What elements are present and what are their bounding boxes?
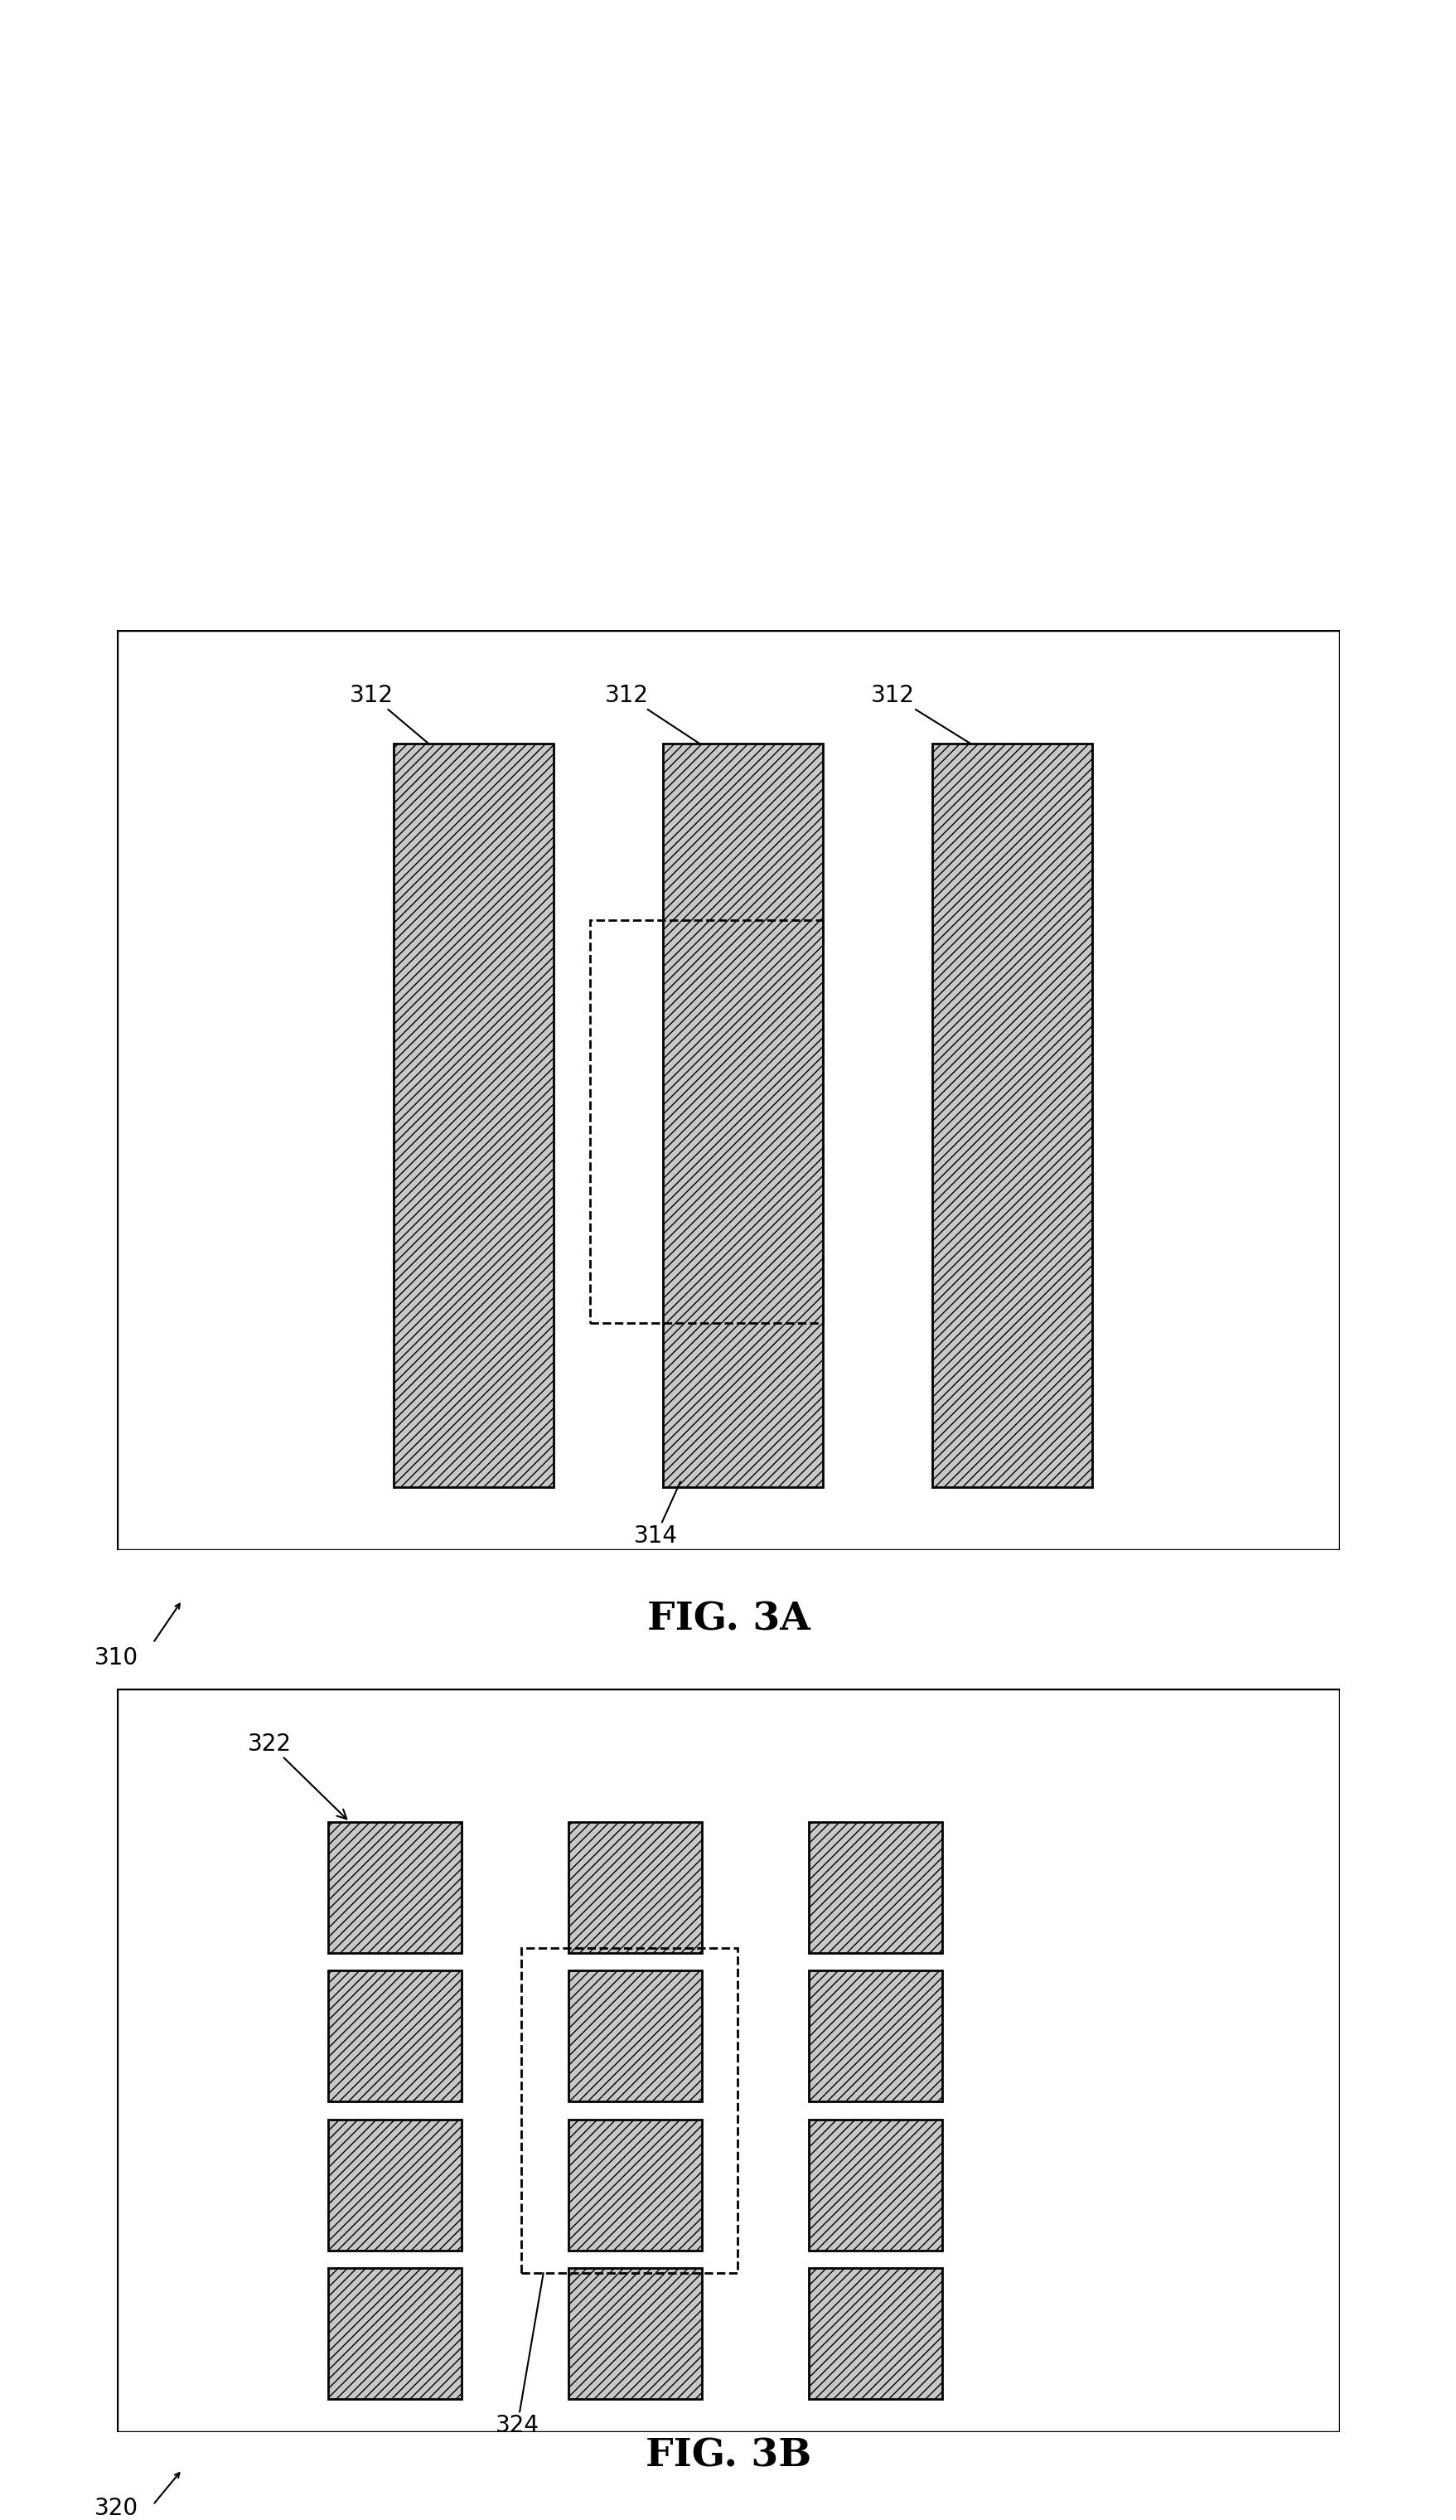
Bar <box>568 1971 702 2102</box>
Bar <box>662 743 823 1487</box>
Text: 312: 312 <box>349 683 428 743</box>
Bar <box>590 920 823 1323</box>
Text: 312: 312 <box>871 683 970 743</box>
Bar <box>808 2268 942 2399</box>
Bar <box>808 1971 942 2102</box>
Text: 320: 320 <box>95 2497 138 2520</box>
Bar <box>328 2268 462 2399</box>
Bar <box>568 2268 702 2399</box>
Bar <box>568 1822 702 1953</box>
Bar <box>808 2119 942 2250</box>
Bar <box>328 2119 462 2250</box>
Bar <box>521 1948 737 2273</box>
Bar <box>808 1822 942 1953</box>
Bar <box>932 743 1092 1487</box>
Bar <box>568 2119 702 2250</box>
Text: 314: 314 <box>633 1482 680 1547</box>
Bar <box>393 743 553 1487</box>
Bar <box>328 1822 462 1953</box>
Text: FIG. 3A: FIG. 3A <box>646 1600 810 1638</box>
Text: 324: 324 <box>495 2273 543 2437</box>
Text: FIG. 3B: FIG. 3B <box>645 2437 811 2475</box>
Text: 322: 322 <box>248 1731 347 1819</box>
Text: 310: 310 <box>95 1646 138 1671</box>
Text: 312: 312 <box>604 683 699 743</box>
Bar <box>328 1971 462 2102</box>
